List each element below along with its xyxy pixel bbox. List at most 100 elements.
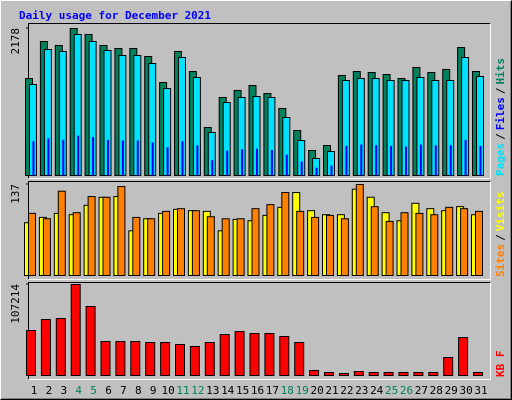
x-tick-label: 20 [310, 384, 323, 397]
panel-bevel [28, 282, 491, 380]
x-tick-label: 26 [400, 384, 413, 397]
panel-bevel [28, 181, 491, 280]
legend: Sites / Visits [494, 192, 507, 278]
bar [296, 210, 305, 276]
bar [92, 137, 95, 176]
bar [309, 369, 320, 376]
bar [206, 216, 215, 277]
bar [360, 144, 363, 176]
bar [370, 206, 379, 276]
bar [162, 210, 171, 276]
bar [419, 144, 422, 176]
x-tick-label: 13 [206, 384, 219, 397]
bar [189, 345, 200, 377]
legend-entry: Sites [494, 244, 507, 277]
x-tick-label: 14 [221, 384, 235, 397]
bar [42, 218, 51, 276]
bar [353, 371, 364, 377]
bar [55, 317, 66, 376]
bar [326, 214, 334, 277]
bar [249, 333, 260, 376]
bar [355, 184, 364, 276]
bar [338, 372, 349, 377]
bar [26, 330, 36, 377]
bar [398, 371, 409, 377]
bar [219, 334, 230, 376]
x-tick-label: 9 [150, 384, 157, 397]
bar [117, 186, 126, 277]
bar [160, 342, 171, 376]
bar [405, 146, 407, 176]
bar [196, 145, 199, 176]
bar [383, 371, 394, 377]
bar [132, 216, 141, 276]
x-tick-label: 10 [161, 384, 174, 397]
legend-entry: Files [494, 97, 507, 130]
x-tick-label: 31 [474, 384, 487, 397]
bar [449, 145, 452, 176]
bar [385, 220, 394, 277]
bar [294, 342, 305, 376]
bar [266, 204, 275, 276]
bar [175, 343, 185, 376]
x-tick-label: 19 [296, 384, 309, 397]
x-tick-label: 5 [90, 384, 97, 397]
bar [72, 212, 81, 276]
bar [226, 150, 229, 176]
bar [340, 218, 349, 276]
bar [32, 141, 35, 176]
bar [311, 216, 320, 276]
bar [390, 145, 393, 176]
bar [40, 319, 51, 377]
y-tick-label: 137 [9, 184, 22, 204]
bar [147, 218, 156, 276]
bar [57, 190, 66, 276]
bar [324, 371, 334, 377]
bar [279, 336, 290, 377]
bar [345, 145, 348, 176]
x-tick-label: 2 [46, 384, 53, 397]
legend-entry: Pages [494, 143, 507, 176]
bar [211, 160, 214, 176]
legend: KB F [494, 351, 507, 378]
legend-separator: / [494, 133, 507, 140]
x-tick-label: 17 [266, 384, 279, 397]
bar [151, 142, 154, 176]
bar [458, 337, 469, 376]
x-tick-label: 4 [75, 384, 82, 397]
bar [413, 371, 424, 377]
bar [375, 145, 378, 176]
bar [464, 139, 467, 176]
bar [102, 196, 111, 276]
bar [285, 154, 288, 176]
bar [241, 149, 244, 176]
x-tick-label: 25 [385, 384, 398, 397]
legend-separator: / [494, 234, 507, 241]
bar [315, 167, 318, 176]
x-tick-label: 8 [135, 384, 142, 397]
bar [191, 210, 200, 276]
bar [166, 147, 169, 176]
bar [130, 340, 141, 377]
x-tick-label: 12 [191, 384, 204, 397]
x-tick-label: 3 [60, 384, 67, 397]
x-tick-label: 24 [370, 384, 384, 397]
bar [107, 139, 109, 176]
bar [121, 140, 124, 176]
x-tick-label: 16 [251, 384, 264, 397]
x-tick-label: 29 [445, 384, 458, 397]
x-tick-label: 11 [176, 384, 189, 397]
bar [177, 208, 185, 276]
bar [300, 161, 303, 176]
bar [85, 305, 96, 376]
bar [428, 371, 439, 377]
bar [443, 357, 454, 377]
bar [434, 145, 437, 176]
x-tick-label: 15 [236, 384, 249, 397]
bar [430, 214, 439, 276]
bar [234, 331, 245, 377]
legend-entry: KB F [494, 351, 507, 378]
bar [270, 149, 273, 176]
